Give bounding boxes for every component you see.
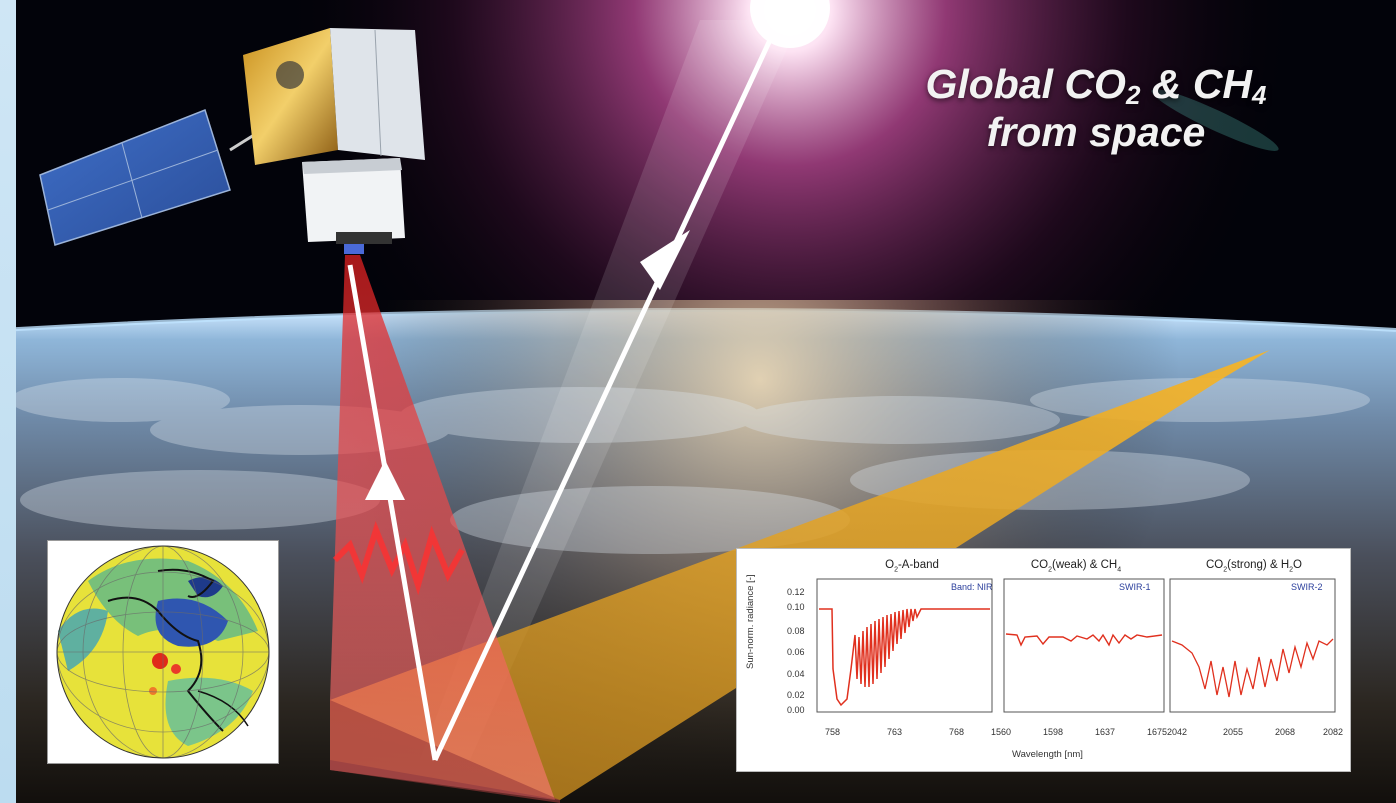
x-tick: 1598 — [1043, 727, 1064, 737]
headline-subscript: 4 — [1252, 80, 1267, 110]
x-tick: 758 — [825, 727, 841, 737]
band-tag: Band: NIR — [951, 582, 993, 592]
x-tick: 2055 — [1223, 727, 1244, 737]
y-tick: 0.04 — [787, 669, 805, 679]
title-part: (weak) & CH — [1052, 559, 1118, 571]
panel-title-o2: O2-A-band — [857, 559, 967, 573]
y-tick: 0.10 — [787, 602, 805, 612]
x-tick: 2068 — [1275, 727, 1296, 737]
x-tick: 1637 — [1095, 727, 1116, 737]
title-part: O — [885, 559, 895, 571]
satellite-icon — [39, 28, 425, 254]
x-tick: 1560 — [991, 727, 1012, 737]
spectrum-swir2 — [1171, 638, 1334, 698]
headline-text-part: Global CO — [925, 61, 1126, 107]
title-part: O — [1293, 559, 1302, 571]
left-border-strip — [0, 0, 16, 803]
y-tick: 0.02 — [787, 690, 805, 700]
title-sub: 2 — [1048, 566, 1053, 574]
spectra-plots — [816, 578, 1336, 713]
x-tick: 2082 — [1323, 727, 1344, 737]
band-tag: SWIR-1 — [1119, 582, 1151, 592]
headline: Global CO2 & CH4 from space — [916, 60, 1276, 156]
y-tick: 0.06 — [787, 647, 805, 657]
x-axis-label: Wavelength [nm] — [1012, 749, 1083, 760]
headline-text-part: & CH — [1140, 61, 1253, 107]
spectrum-o2 — [819, 608, 990, 707]
y-tick: 0.12 — [787, 587, 805, 597]
x-tick: 763 — [887, 727, 903, 737]
title-sub: 2 — [1289, 566, 1294, 574]
headline-line1: Global CO2 & CH4 — [916, 60, 1276, 108]
globe-inset — [47, 540, 279, 764]
headline-subscript: 2 — [1125, 80, 1141, 110]
title-part: CO — [1205, 559, 1224, 571]
title-sub: 2 — [1223, 566, 1228, 574]
band-tag: SWIR-2 — [1291, 582, 1323, 592]
panel-title-swir2: CO2(strong) & H2O — [1169, 559, 1339, 573]
y-tick: 0.00 — [787, 705, 805, 715]
title-part: -A-band — [897, 559, 939, 571]
title-part: (strong) & H — [1227, 559, 1290, 571]
title-part: CO — [1030, 559, 1049, 571]
headline-line2: from space — [986, 109, 1206, 155]
title-sub: 4 — [1117, 566, 1122, 574]
y-tick: 0.08 — [787, 626, 805, 636]
panel-title-swir1: CO2(weak) & CH4 — [1001, 559, 1151, 573]
x-tick: 768 — [949, 727, 965, 737]
spectrum-swir1 — [1005, 633, 1163, 647]
spectra-panel: Sun-norm. radiance [-] 0.12 0.10 0.08 0.… — [736, 548, 1351, 772]
title-sub: 2 — [894, 566, 898, 574]
x-tick: 2042 — [1167, 727, 1188, 737]
globe-map — [56, 545, 270, 759]
x-tick: 1675 — [1147, 727, 1168, 737]
